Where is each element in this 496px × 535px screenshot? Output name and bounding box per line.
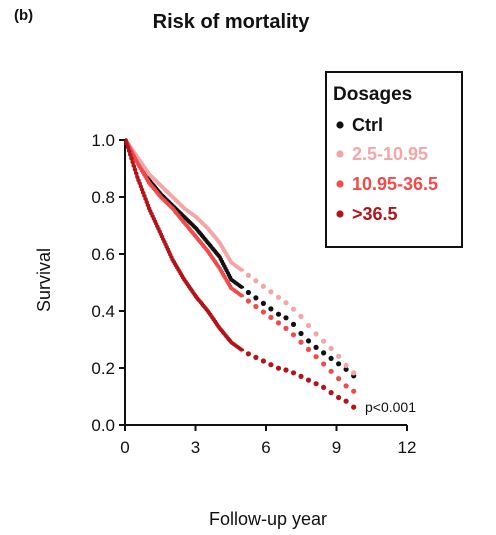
series-2-line [124,138,245,298]
series-layer [124,138,357,410]
series-3-line [124,138,245,352]
series-0-tail-point-2 [260,300,266,306]
series-1-tail-point-3 [268,289,274,295]
series-1-line [124,138,245,272]
series-1-tail-point-4 [275,294,282,300]
series-1-tail-point-12 [336,353,342,359]
series-2-tail-point-2 [260,309,266,315]
series-3-tail-point-13 [343,398,349,404]
series-0-tail-point-10 [321,350,327,356]
chart-title: Risk of mortality [153,11,311,33]
y-tick-label-3: 0.6 [91,245,115,264]
series-1-tail-point-6 [290,306,297,312]
series-0-tail-point-8 [305,338,312,344]
series-1-tail-point-14 [351,370,357,376]
y-tick-label-4: 0.8 [91,188,115,207]
series-2-tail-point-6 [290,332,297,338]
series-0-tail-point-6 [290,321,297,327]
series-2-tail-point-13 [343,383,349,389]
series-0-tail-point-4 [275,311,282,317]
legend-label-0: Ctrl [352,115,383,135]
legend-marker-1 [336,150,344,158]
series-0-tail-point-1 [253,295,259,301]
series-3-tail-point-2 [260,358,266,364]
series-0-tail-point-0 [245,289,251,296]
series-3-tail-point-6 [290,370,297,376]
series-0-tail-point-3 [268,306,274,312]
series-3 [124,138,357,410]
x-tick-label-0: 0 [120,438,129,457]
series-2-tail-point-8 [305,346,312,352]
series-1-tail-point-11 [328,345,334,352]
series-0-tail-point-9 [313,344,319,350]
y-tick-label-5: 1.0 [91,131,115,150]
series-1-tail-point-13 [343,362,349,368]
legend-label-2: 10.95-36.5 [352,174,438,194]
series-1-tail-point-1 [253,278,259,284]
series-2 [124,138,357,394]
y-tick-label-1: 0.2 [91,359,115,378]
x-tick-label-3: 9 [332,438,341,457]
series-3-tail-point-9 [313,381,319,387]
series-3-tail-point-1 [253,354,259,360]
y-tick-label-0: 0.0 [91,416,115,435]
legend-title: Dosages [333,84,412,105]
series-0-tail-point-5 [283,315,289,321]
series-2-tail-point-4 [275,320,282,326]
legend-marker-2 [336,180,344,188]
x-tick-label-4: 12 [398,438,417,457]
series-3-tail-point-11 [328,390,334,396]
series-0-tail-point-13 [343,366,349,372]
legend-label-1: 2.5-10.95 [352,144,428,164]
series-2-tail-point-3 [268,314,274,320]
series-1-tail-point-8 [305,322,312,329]
legend-label-3: >36.5 [352,204,398,224]
y-axis-label: Survival [34,248,54,312]
series-3-tail-point-7 [298,373,304,379]
series-3-tail-point-10 [321,384,327,390]
legend-marker-0 [336,121,344,129]
p-value-annotation: p<0.001 [365,399,416,415]
legend-items: Ctrl 2.5-10.95 10.95-36.5 >36.5 [336,115,438,224]
series-2-tail-point-11 [328,368,334,374]
series-3-tail-point-0 [245,351,251,357]
series-0-tail-point-7 [298,330,304,337]
legend-marker-3 [336,210,344,218]
x-axis-label: Follow-up year [209,509,327,529]
series-1-tail-point-0 [245,272,251,278]
series-1-tail-point-5 [283,300,289,306]
legend: Dosages Ctrl 2.5-10.95 10.95-36.5 >36.5 [325,71,463,248]
series-2-tail-point-7 [298,339,304,345]
series-1 [124,138,357,376]
series-0-tail-point-12 [336,361,342,367]
x-tick-label-1: 3 [191,438,200,457]
panel-label: (b) [14,7,33,24]
series-2-tail-point-1 [253,303,259,310]
series-2-tail-point-9 [313,354,319,360]
series-3-tail-point-3 [268,362,274,368]
series-1-tail-point-7 [298,313,304,320]
series-2-tail-point-10 [321,361,327,367]
series-0-tail-point-11 [328,355,334,361]
series-1-tail-point-2 [260,283,266,289]
series-3-tail-point-8 [305,377,312,383]
series-2-tail-point-12 [336,376,342,382]
series-1-tail-point-10 [321,338,327,344]
series-3-tail-point-4 [275,365,282,371]
series-2-tail-point-0 [245,298,251,304]
axes: 0 3 6 9 12 0.0 0.2 0.4 0.6 0.8 1.0 [91,131,416,457]
series-3-tail-point-12 [336,394,342,401]
series-1-tail-point-9 [313,331,319,337]
x-tick-label-2: 6 [261,438,270,457]
series-2-tail-point-14 [351,388,357,394]
series-3-tail-point-14 [351,404,357,410]
series-3-tail-point-5 [283,367,289,373]
y-tick-label-2: 0.4 [91,302,115,321]
series-2-tail-point-5 [283,325,289,331]
legend-box [325,71,463,248]
